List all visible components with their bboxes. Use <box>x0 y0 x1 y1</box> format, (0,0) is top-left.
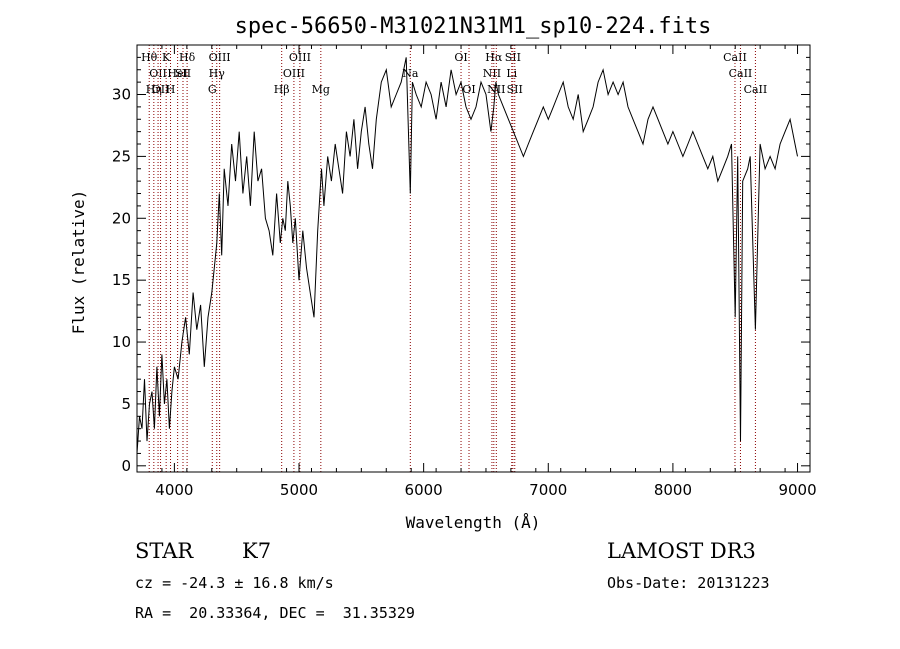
x-tick-label: 7000 <box>529 481 567 499</box>
marker-label: Mg <box>312 83 330 96</box>
axis-ticks: 4000 5000 6000 7000 8000 9000 0 5 10 15 20 25 30 <box>112 45 817 499</box>
y-tick-label: 20 <box>112 209 131 227</box>
y-tick-label: 10 <box>112 333 131 351</box>
marker-label: Hα <box>485 51 503 64</box>
y-tick-label: 30 <box>112 86 131 104</box>
marker-label: H <box>166 83 176 96</box>
redshift-cz: cz = -24.3 ± 16.8 km/s <box>135 574 334 592</box>
marker-label: Li <box>506 67 517 80</box>
marker-label: Hβ <box>274 83 290 96</box>
marker-label: Hθ <box>141 51 158 64</box>
marker-label: OII <box>152 83 170 96</box>
marker-label: OIII <box>283 67 305 80</box>
marker-label: HeI <box>167 67 187 80</box>
y-axis-label: Flux (relative) <box>69 190 88 335</box>
marker-label: SII <box>505 51 521 64</box>
marker-label: NII <box>487 83 505 96</box>
x-tick-label: 6000 <box>405 481 443 499</box>
x-tick-label: 9000 <box>778 481 816 499</box>
marker-label: CaII <box>723 51 747 64</box>
x-tick-label: 8000 <box>654 481 692 499</box>
marker-label: K <box>162 51 171 64</box>
marker-label: CaII <box>729 67 753 80</box>
line-markers: HθHηOIIOIIKHHeISIIHδGHγOIIIHβOIIIOIIIMgN… <box>141 45 767 472</box>
y-tick-label: 15 <box>112 271 131 289</box>
marker-label: OI <box>454 51 467 64</box>
y-tick-label: 0 <box>121 457 131 475</box>
marker-label: Hγ <box>209 67 226 80</box>
chart-title: spec-56650-M31021N31M1_sp10-224.fits <box>235 14 712 39</box>
marker-label: G <box>208 83 217 96</box>
marker-label: SII <box>175 67 191 80</box>
marker-label: OIII <box>209 51 231 64</box>
coordinates: RA = 20.33364, DEC = 31.35329 <box>135 604 415 622</box>
marker-label: Na <box>402 67 419 80</box>
marker-label: Hη <box>146 83 162 96</box>
obs-date: Obs-Date: 20131223 <box>607 574 770 592</box>
spectrum-line-group <box>136 57 798 454</box>
plot-frame <box>136 44 811 473</box>
marker-label: OI <box>462 83 475 96</box>
x-tick-label: 4000 <box>155 481 193 499</box>
y-tick-label: 25 <box>112 147 131 165</box>
y-tick-label: 5 <box>121 395 131 413</box>
spectrum-line <box>136 57 798 454</box>
marker-label: OII <box>149 67 167 80</box>
x-tick-label: 5000 <box>280 481 318 499</box>
marker-label: OIII <box>289 51 311 64</box>
marker-label: NII <box>483 67 501 80</box>
marker-label: SII <box>507 83 523 96</box>
survey-name: LAMOST DR3 <box>607 539 756 563</box>
marker-label: CaII <box>744 83 768 96</box>
marker-label: Hδ <box>179 51 196 64</box>
object-subclass: K7 <box>242 539 272 563</box>
object-class: STAR <box>135 539 194 563</box>
x-axis-label: Wavelength (Å) <box>406 513 541 532</box>
